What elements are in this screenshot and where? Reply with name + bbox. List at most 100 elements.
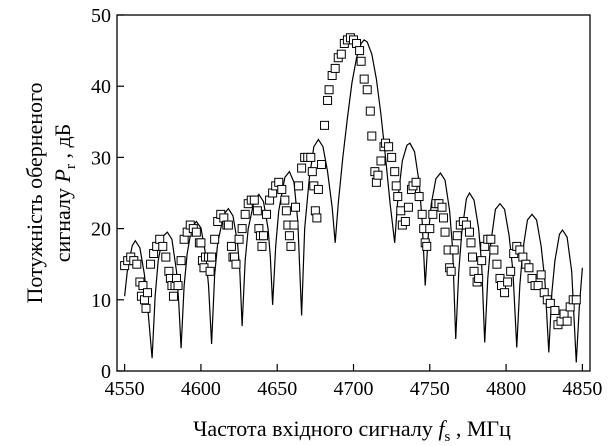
data-point bbox=[262, 209, 272, 219]
data-point bbox=[359, 74, 369, 84]
data-point bbox=[449, 245, 459, 255]
data-point bbox=[132, 259, 142, 269]
data-point bbox=[316, 160, 326, 170]
data-point bbox=[396, 206, 406, 216]
data-point bbox=[562, 316, 572, 326]
data-point bbox=[277, 184, 287, 194]
x-tick-label: 4850 bbox=[562, 378, 602, 400]
y-tick-label: 20 bbox=[91, 219, 111, 241]
data-point bbox=[252, 206, 262, 216]
data-point bbox=[258, 231, 268, 241]
data-point bbox=[231, 259, 241, 269]
data-point bbox=[391, 181, 401, 191]
x-tick-label: 4700 bbox=[334, 378, 374, 400]
data-point bbox=[365, 106, 375, 116]
data-point bbox=[196, 238, 206, 248]
x-label-var: f bbox=[438, 416, 447, 441]
data-point bbox=[403, 202, 413, 212]
data-point bbox=[158, 241, 168, 251]
data-point bbox=[524, 263, 534, 273]
data-point bbox=[146, 259, 156, 269]
x-tick-label: 4650 bbox=[257, 378, 297, 400]
x-label-sub: s bbox=[444, 429, 450, 445]
data-point bbox=[356, 56, 366, 66]
data-point bbox=[464, 227, 474, 237]
data-point bbox=[312, 213, 322, 223]
data-point bbox=[323, 95, 333, 105]
data-point bbox=[533, 281, 543, 291]
data-point bbox=[384, 142, 394, 152]
data-point bbox=[469, 266, 479, 276]
data-point bbox=[143, 288, 153, 298]
data-point bbox=[257, 241, 267, 251]
data-point bbox=[439, 213, 449, 223]
data-point bbox=[376, 156, 386, 166]
x-tick-label: 4600 bbox=[181, 378, 221, 400]
y-label-unit: , дБ bbox=[50, 124, 75, 164]
data-point bbox=[411, 177, 421, 187]
data-point bbox=[176, 256, 186, 266]
data-point bbox=[281, 206, 291, 216]
y-tick-label: 40 bbox=[91, 76, 111, 98]
data-point bbox=[486, 234, 496, 244]
data-point bbox=[291, 202, 301, 212]
data-point bbox=[390, 167, 400, 177]
y-label-sub: r bbox=[63, 164, 79, 169]
data-point bbox=[474, 273, 484, 283]
data-point bbox=[550, 305, 560, 315]
data-point bbox=[294, 181, 304, 191]
data-point bbox=[387, 152, 397, 162]
fit-curve bbox=[124, 39, 583, 363]
data-point bbox=[223, 220, 233, 230]
data-point bbox=[425, 224, 435, 234]
data-point bbox=[468, 252, 478, 262]
data-point bbox=[336, 49, 346, 59]
y-label-var: P bbox=[50, 169, 75, 183]
x-label-unit: , МГц bbox=[450, 416, 511, 441]
data-point bbox=[286, 241, 296, 251]
data-point bbox=[400, 216, 410, 226]
data-point bbox=[234, 234, 244, 244]
data-point bbox=[500, 288, 510, 298]
data-point bbox=[226, 241, 236, 251]
data-point bbox=[492, 259, 502, 269]
y-tick-label: 50 bbox=[91, 5, 111, 27]
data-point bbox=[571, 295, 581, 305]
data-point bbox=[452, 231, 462, 241]
x-axis-label: Частота вхідного сигналу fs , МГц bbox=[193, 416, 511, 445]
data-point bbox=[289, 220, 299, 230]
data-point bbox=[141, 303, 151, 313]
data-point bbox=[367, 131, 377, 141]
y-tick-label: 30 bbox=[91, 147, 111, 169]
data-point bbox=[297, 163, 307, 173]
data-point bbox=[161, 252, 171, 262]
data-point bbox=[307, 167, 317, 177]
x-label-text: Частота вхідного сигналу bbox=[193, 416, 438, 441]
data-point bbox=[422, 241, 432, 251]
data-point bbox=[393, 192, 403, 202]
x-tick-label: 4750 bbox=[410, 378, 450, 400]
data-point bbox=[437, 202, 447, 212]
data-point bbox=[440, 227, 450, 237]
data-point bbox=[330, 63, 340, 73]
data-point bbox=[173, 281, 183, 291]
data-point bbox=[249, 195, 259, 205]
y-tick-label: 10 bbox=[91, 290, 111, 312]
data-point bbox=[210, 234, 220, 244]
data-point bbox=[207, 252, 217, 262]
y-axis-label: Потужність оберненого сигналу Pr , дБ bbox=[22, 82, 79, 303]
data-point bbox=[138, 281, 148, 291]
data-point bbox=[313, 184, 323, 194]
data-point bbox=[446, 266, 456, 276]
plot-frame bbox=[116, 14, 591, 372]
data-point bbox=[306, 152, 316, 162]
data-point bbox=[191, 227, 201, 237]
data-point bbox=[503, 277, 513, 287]
y-tick-label: 0 bbox=[101, 361, 111, 383]
x-tick-label: 4800 bbox=[486, 378, 526, 400]
data-point bbox=[280, 195, 290, 205]
data-point bbox=[545, 298, 555, 308]
data-point bbox=[320, 120, 330, 130]
